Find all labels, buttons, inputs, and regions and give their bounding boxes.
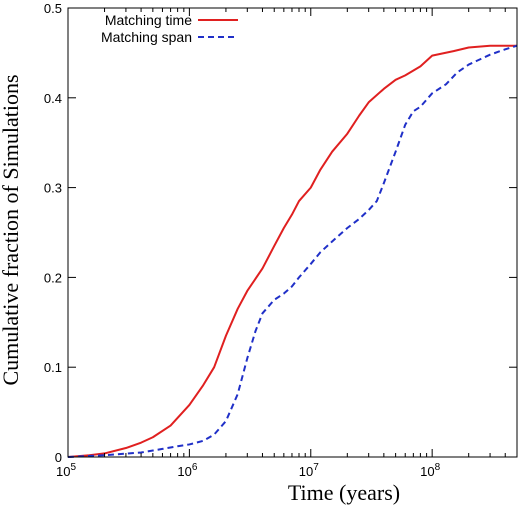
legend-label-2: Matching span — [101, 29, 192, 45]
x-tick-label: 106 — [177, 462, 197, 479]
y-tick-label: 0 — [55, 450, 62, 465]
plot-frame — [67, 7, 518, 458]
series-layer — [67, 44, 518, 458]
y-tick-label: 0.1 — [44, 360, 62, 375]
legend-label-1: Matching time — [105, 12, 192, 28]
x-tick-label: 108 — [420, 462, 440, 479]
frame-layer — [67, 7, 518, 458]
ticks-layer — [67, 7, 517, 458]
y-axis-title: Cumulative fraction of Simulations — [0, 74, 23, 385]
y-tick-label: 0.5 — [44, 1, 62, 16]
x-tick-label: 105 — [56, 462, 76, 479]
series-line-1 — [67, 44, 517, 458]
series-line-2 — [67, 44, 518, 458]
x-axis-title: Time (years) — [288, 480, 400, 505]
x-tick-label: 107 — [299, 462, 319, 479]
y-tick-label: 0.4 — [44, 91, 62, 106]
y-tick-label: 0.3 — [44, 181, 62, 196]
y-tick-label: 0.2 — [44, 270, 62, 285]
labels-layer: 0 0.1 0.2 0.3 0.4 0.5 105 106 107 108 — [44, 1, 441, 479]
